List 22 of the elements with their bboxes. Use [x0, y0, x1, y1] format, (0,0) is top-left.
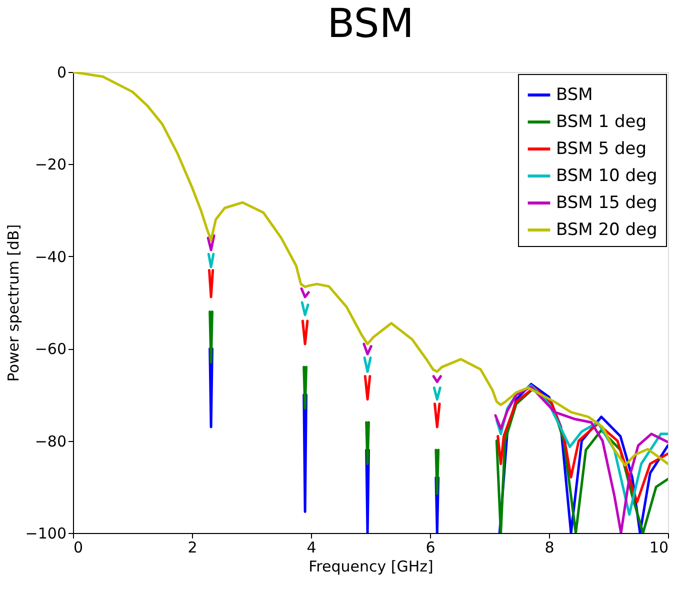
x-tick-label: 2 [188, 538, 198, 556]
chart-title: BSM [327, 1, 414, 47]
y-tick-label: −80 [34, 432, 66, 450]
y-tick-label: −20 [34, 156, 66, 174]
legend-label: BSM 1 deg [556, 112, 646, 132]
x-tick-label: 0 [74, 538, 84, 556]
x-tick-label: 6 [426, 538, 436, 556]
x-axis-title: Frequency [GHz] [308, 558, 434, 576]
y-tick-label: 0 [56, 64, 66, 82]
legend-label: BSM 20 deg [556, 220, 658, 240]
legend-label: BSM 15 deg [556, 193, 658, 213]
line-series [73, 72, 668, 466]
y-tick-label: −60 [34, 340, 66, 358]
y-tick-label: −40 [34, 248, 66, 266]
legend-label: BSM [556, 85, 593, 105]
x-tick-label: 10 [649, 538, 668, 556]
x-tick-label: 4 [306, 538, 316, 556]
legend-label: BSM 5 deg [556, 139, 646, 159]
y-axis-title: Power spectrum [dB] [4, 224, 22, 382]
x-tick-label: 8 [544, 538, 554, 556]
legend-label: BSM 10 deg [556, 166, 658, 186]
y-tick-label: −100 [25, 524, 66, 542]
